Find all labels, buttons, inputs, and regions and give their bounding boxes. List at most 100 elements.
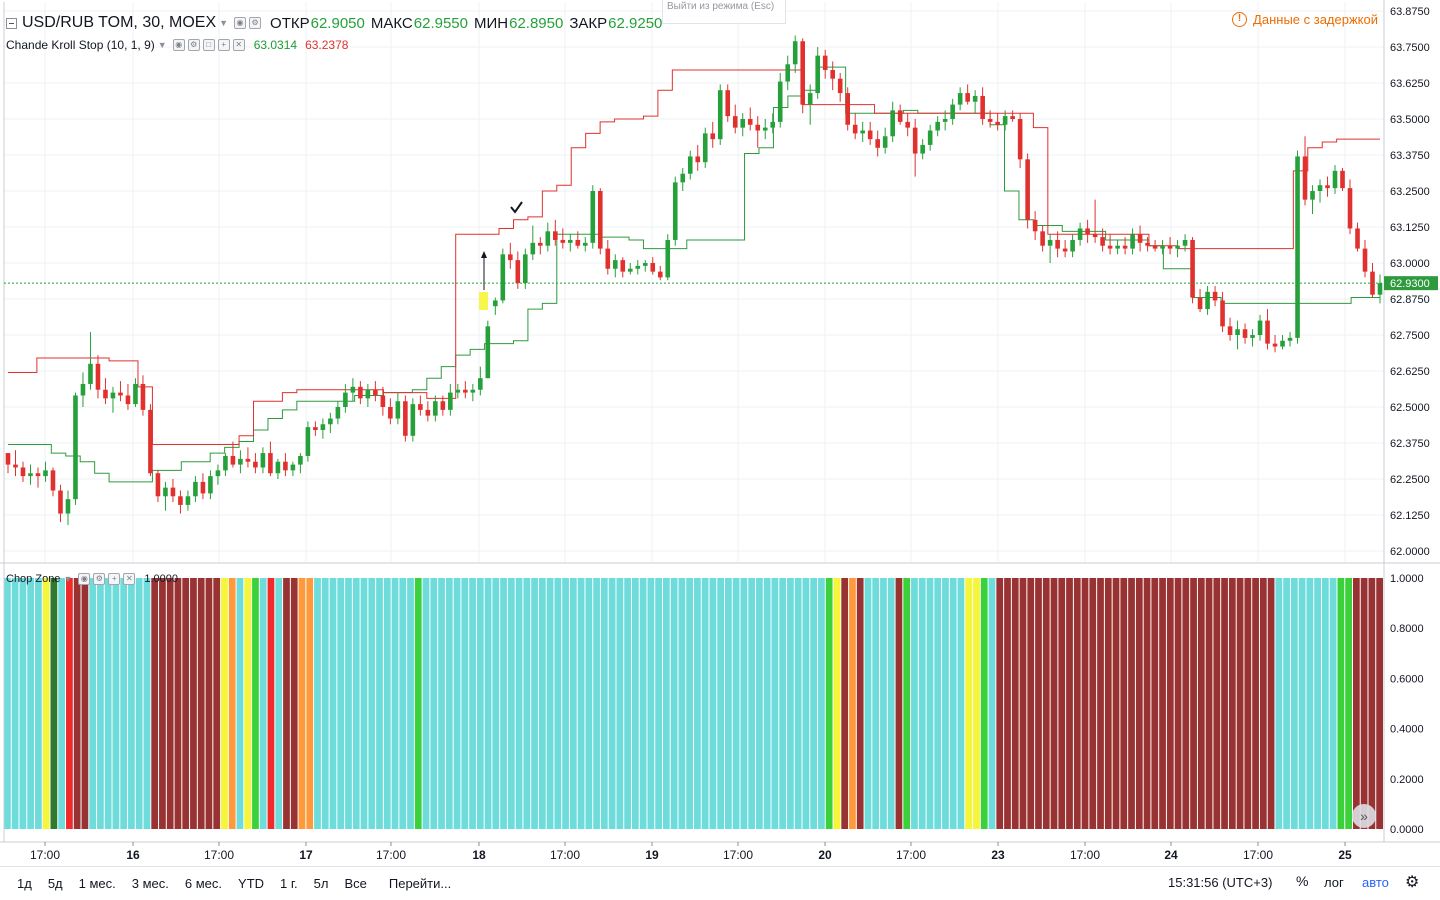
chop-bar — [345, 578, 352, 829]
chop-bar — [1244, 578, 1252, 829]
gear-icon[interactable]: ⚙ — [249, 17, 262, 29]
scroll-to-end-icon[interactable]: » — [1352, 804, 1376, 828]
current-price-badge — [1384, 276, 1438, 291]
candle-body — [927, 130, 933, 145]
candle-body — [852, 124, 858, 134]
chevron-down-icon[interactable]: ▼ — [219, 18, 229, 28]
candle-body — [755, 124, 761, 131]
candle-body — [1107, 245, 1113, 249]
chop-bar — [538, 578, 546, 829]
candle-body — [807, 93, 813, 105]
chop-bar — [996, 578, 1004, 829]
source-icon[interactable]: □ — [202, 39, 215, 51]
chop-bar — [1190, 578, 1197, 829]
range-button[interactable]: 3 мес. — [131, 876, 169, 891]
candle-body — [567, 239, 573, 243]
eye-icon[interactable]: ◉ — [234, 17, 247, 29]
chop-bar — [1236, 578, 1244, 829]
chop-bar — [756, 578, 763, 829]
chop-tick: 0.6000 — [1390, 673, 1424, 685]
eye-icon[interactable]: ◉ — [172, 39, 185, 51]
candle-body — [905, 121, 910, 128]
auto-toggle[interactable]: авто — [1362, 875, 1389, 890]
chevron-down-icon[interactable]: ▼ — [63, 574, 73, 584]
collapse-icon[interactable] — [6, 17, 17, 29]
candle-body — [223, 455, 228, 471]
candle-body — [590, 191, 596, 243]
chop-bar — [872, 578, 880, 829]
candle-body — [1295, 156, 1300, 338]
range-button[interactable]: 5д — [47, 876, 63, 891]
candle-body — [43, 470, 48, 477]
candle-body — [358, 386, 363, 399]
candle-body — [860, 130, 865, 134]
chop-zone-name[interactable]: Chop Zone — [6, 573, 61, 585]
chop-bar — [1128, 578, 1135, 829]
chop-bar — [818, 578, 825, 829]
gear-icon[interactable]: ⚙ — [1405, 874, 1420, 891]
indicator-name[interactable]: Chande Kroll Stop (10, 1, 9) — [6, 38, 155, 52]
range-button[interactable]: 1 мес. — [78, 876, 116, 891]
chop-zone-value: 1.0000 — [144, 573, 179, 585]
range-button[interactable]: 1д — [17, 876, 32, 891]
indicator-legend: Chande Kroll Stop (10, 1, 9) ▼ ◉ ⚙ □ + ✕… — [6, 37, 348, 53]
chop-bar — [1081, 578, 1089, 829]
chop-bar — [616, 578, 624, 829]
chop-bar — [120, 578, 128, 829]
range-button[interactable]: YTD — [238, 876, 265, 891]
chart-canvas[interactable]: 63.8750 63.7500 63.6250 63.5000 63.3750 63.25… — [0, 0, 1440, 866]
clock: 15:31:56 (UTC+3) — [1168, 875, 1273, 890]
chop-bar — [445, 578, 453, 829]
candle-body — [403, 401, 408, 436]
candle-body — [1287, 337, 1293, 341]
price-tick: 62.6250 — [1390, 366, 1430, 378]
candle-body — [1025, 159, 1030, 220]
close-icon[interactable]: ✕ — [123, 573, 136, 585]
chevron-down-icon[interactable]: ▼ — [157, 40, 167, 50]
range-button[interactable]: 6 мес. — [184, 876, 223, 891]
chop-bar — [42, 578, 50, 829]
more-icon[interactable]: + — [108, 573, 121, 585]
chop-bar — [949, 578, 957, 829]
chop-bar — [414, 578, 422, 829]
symbol-label[interactable]: USD/RUB TOM, 30, MOEX — [22, 14, 217, 31]
chop-bar — [275, 578, 283, 829]
gear-icon[interactable]: ⚙ — [187, 39, 200, 51]
chop-bar — [1314, 578, 1321, 829]
chop-bar — [221, 578, 228, 829]
check-icon — [510, 201, 523, 214]
candle-body — [163, 487, 168, 497]
candle-body — [1212, 291, 1218, 301]
delay-notice[interactable]: ! Данные с задержкой — [1232, 12, 1378, 27]
log-toggle[interactable]: лог — [1324, 875, 1344, 890]
chop-bar — [81, 578, 89, 829]
chop-bar — [880, 578, 887, 829]
chop-bar — [670, 578, 678, 829]
eye-icon[interactable]: ◉ — [78, 573, 91, 585]
candle-body — [650, 263, 656, 272]
chop-bar — [252, 578, 259, 829]
chop-bar — [1027, 578, 1035, 829]
gear-icon[interactable]: ⚙ — [93, 573, 106, 585]
goto-button[interactable]: Перейти... — [388, 876, 452, 891]
candle-body — [620, 260, 626, 272]
chop-bar — [1252, 578, 1259, 829]
chop-bar — [104, 578, 112, 829]
candle-body — [313, 427, 318, 431]
more-icon[interactable]: + — [217, 39, 230, 51]
chop-bar — [244, 578, 252, 829]
candle-body — [995, 121, 1000, 125]
candle-body — [1115, 245, 1120, 249]
range-button[interactable]: 5л — [313, 876, 329, 891]
percent-toggle[interactable]: % — [1296, 873, 1309, 889]
chop-bar — [1050, 578, 1058, 829]
chop-bar — [1159, 578, 1166, 829]
chop-bar — [1376, 578, 1383, 829]
range-button[interactable]: Все — [344, 876, 367, 891]
candle-body — [740, 119, 746, 128]
close-icon[interactable]: ✕ — [232, 39, 245, 51]
chop-bar — [4, 578, 11, 829]
range-button[interactable]: 1 г. — [280, 876, 298, 891]
candle-body — [335, 407, 341, 419]
